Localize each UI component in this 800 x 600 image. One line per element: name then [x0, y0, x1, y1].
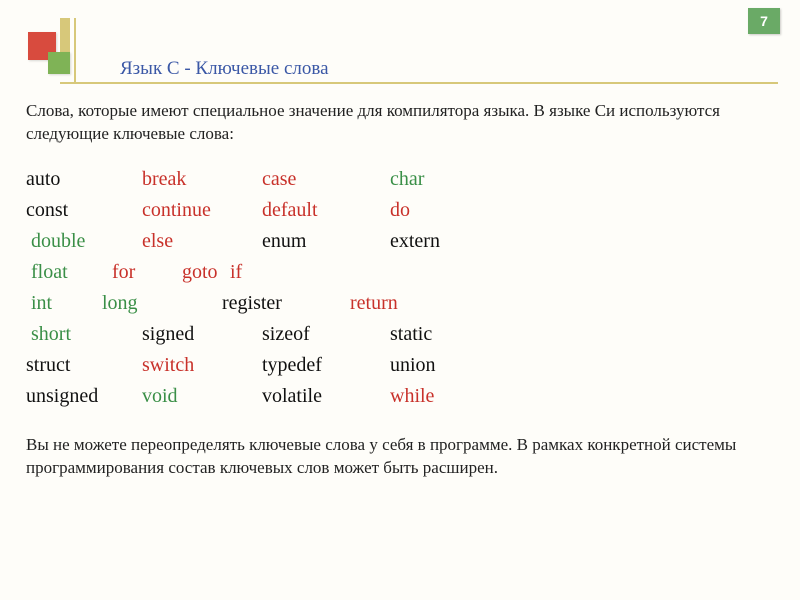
keyword-void: void [142, 381, 262, 412]
keyword-register: register [222, 288, 350, 319]
keyword-goto: goto [182, 257, 310, 288]
keyword-signed: signed [142, 319, 262, 350]
keyword-else: else [142, 226, 262, 257]
keyword-row: doubleelseenumextern [26, 226, 774, 257]
keyword-enum: enum [262, 226, 390, 257]
keyword-row: structswitchtypedefunion [26, 350, 774, 381]
keyword-do: do [390, 195, 410, 226]
intro-text: Слова, которые имеют специальное значени… [26, 100, 774, 146]
keyword-typedef: typedef [262, 350, 390, 381]
keyword-struct: struct [26, 350, 142, 381]
keyword-switch: switch [142, 350, 262, 381]
corner-decoration [24, 18, 72, 74]
keyword-double: double [26, 226, 142, 257]
keywords-table: autobreakcasecharconstcontinuedefaultdo … [26, 164, 774, 412]
page-number-badge: 7 [748, 8, 780, 34]
keyword-row: intlongregisterreturn [26, 288, 774, 319]
keyword-static: static [390, 319, 432, 350]
keyword-row: autobreakcasechar [26, 164, 774, 195]
keyword-extern: extern [390, 226, 440, 257]
keyword-while: while [390, 381, 434, 412]
keyword-auto: auto [26, 164, 142, 195]
keyword-break: break [142, 164, 262, 195]
keyword-row: floatforgotoif [26, 257, 774, 288]
keyword-union: union [390, 350, 436, 381]
keyword-continue: continue [142, 195, 262, 226]
keyword-const: const [26, 195, 142, 226]
keyword-if: if [230, 257, 242, 288]
keyword-row: constcontinuedefaultdo [26, 195, 774, 226]
keyword-case: case [262, 164, 390, 195]
page-number: 7 [760, 13, 768, 29]
title-bar-horizontal [60, 82, 778, 84]
keyword-default: default [262, 195, 390, 226]
keyword-volatile: volatile [262, 381, 390, 412]
keyword-short: short [26, 319, 142, 350]
keyword-unsigned: unsigned [26, 381, 142, 412]
keyword-return: return [350, 288, 398, 319]
title-bar-vertical [74, 18, 76, 82]
intro-content: Слова, которые имеют специальное значени… [26, 101, 720, 143]
keyword-row: shortsignedsizeofstatic [26, 319, 774, 350]
keyword-row: unsignedvoidvolatilewhile [26, 381, 774, 412]
keyword-long: long [102, 288, 222, 319]
slide-body: Слова, которые имеют специальное значени… [26, 100, 774, 480]
keyword-char: char [390, 164, 424, 195]
keyword-sizeof: sizeof [262, 319, 390, 350]
outro-text: Вы не можете переопределять ключевые сло… [26, 434, 774, 480]
slide-title: Язык С - Ключевые слова [120, 58, 329, 80]
